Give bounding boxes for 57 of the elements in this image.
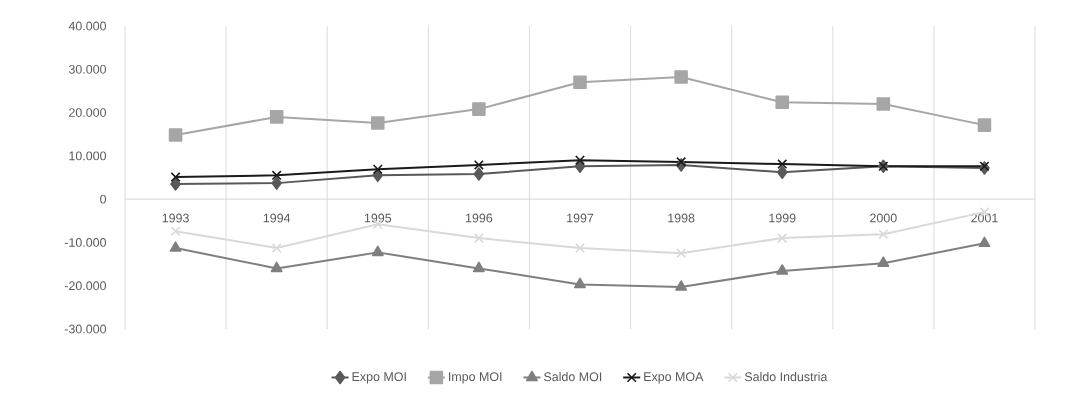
point	[168, 128, 183, 142]
point	[271, 176, 282, 190]
y-tick-label: -20.000	[64, 281, 107, 291]
x-tick-label: 1993	[162, 213, 189, 223]
legend-label: Expo MOI	[352, 372, 406, 384]
x-tick-label: 1998	[668, 213, 695, 223]
y-tick-label: 30.000	[68, 64, 107, 74]
x-tick-label: 1995	[364, 213, 392, 223]
legend-label: Expo MOA	[644, 372, 704, 384]
point	[775, 95, 789, 109]
y-tick-label: 40.000	[68, 21, 107, 31]
x-tick-label: 2000	[870, 213, 897, 223]
point	[878, 229, 889, 240]
point	[473, 167, 485, 181]
point	[676, 156, 687, 167]
point	[269, 110, 284, 124]
point	[371, 116, 385, 130]
point	[170, 226, 181, 237]
point	[877, 256, 890, 267]
x-tick-label: 1999	[769, 213, 796, 223]
point	[271, 170, 282, 181]
point	[473, 159, 484, 170]
point	[676, 248, 687, 259]
point	[270, 261, 283, 273]
point	[372, 164, 383, 175]
point	[170, 172, 181, 183]
y-tick-label: -30.000	[64, 324, 107, 334]
point	[675, 280, 688, 291]
point	[776, 165, 788, 180]
y-tick-label: 20.000	[69, 108, 107, 117]
point	[978, 236, 991, 248]
point	[472, 102, 486, 116]
point	[169, 241, 182, 252]
point	[574, 243, 586, 254]
point	[170, 177, 181, 191]
legend-label: Saldo Industria	[744, 372, 828, 382]
point	[977, 118, 992, 132]
point	[573, 75, 587, 90]
point	[371, 245, 384, 257]
y-tick-label: -10.000	[64, 238, 107, 247]
point	[777, 233, 788, 244]
x-tick-label: 1994	[263, 213, 291, 223]
point	[876, 97, 891, 111]
point	[574, 155, 586, 166]
legend-label: Saldo MOI	[544, 372, 602, 382]
point	[776, 264, 789, 275]
point	[473, 233, 484, 244]
x-tick-label: 1997	[567, 213, 594, 223]
legend-label: Impo MOI	[449, 372, 502, 384]
point	[674, 70, 688, 84]
point	[271, 243, 282, 254]
point	[574, 277, 586, 289]
point	[777, 159, 788, 170]
y-tick-label: 0	[100, 194, 107, 204]
y-tick-label: 10.000	[69, 151, 107, 161]
x-tick-label: 1996	[465, 213, 493, 223]
point	[472, 261, 485, 273]
